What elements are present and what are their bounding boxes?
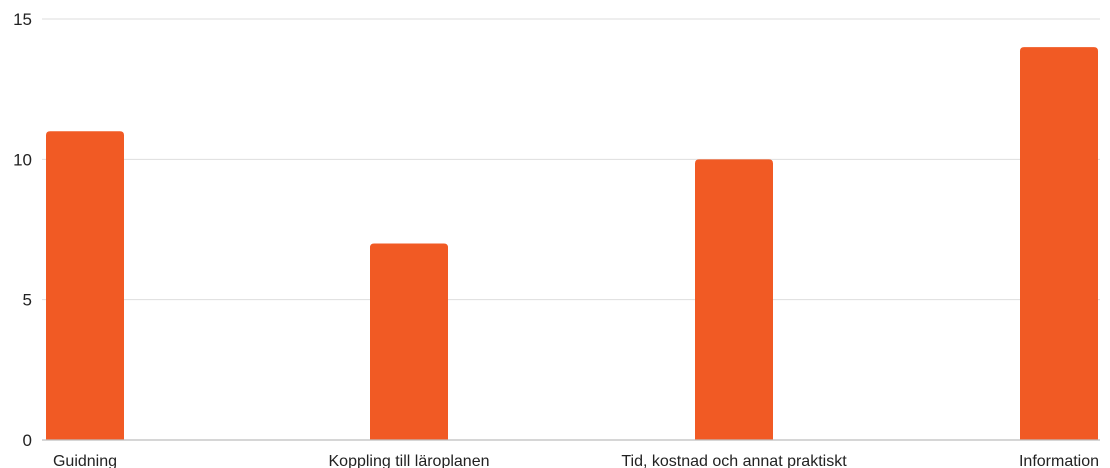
bars — [46, 47, 1098, 441]
bar-3 — [695, 159, 773, 441]
y-tick-label-5: 5 — [23, 291, 32, 310]
y-tick-label-0: 0 — [23, 431, 32, 450]
x-category-label-4: Information — [1019, 453, 1099, 468]
x-category-label-2: Koppling till läroplanen — [329, 453, 490, 468]
y-axis-tick-labels: 0 5 10 15 — [13, 10, 32, 450]
x-category-label-3: Tid, kostnad och annat praktiskt — [621, 453, 847, 468]
x-axis-category-labels: Guidning Koppling till läroplanen Tid, kos… — [53, 453, 1099, 468]
bar-1 — [46, 131, 124, 440]
gridlines — [42, 18, 1100, 301]
bar-4 — [1020, 47, 1098, 441]
bar-2 — [370, 243, 448, 440]
y-tick-label-15: 15 — [13, 10, 32, 29]
x-category-label-1: Guidning — [53, 453, 117, 468]
y-tick-label-10: 10 — [13, 150, 32, 169]
